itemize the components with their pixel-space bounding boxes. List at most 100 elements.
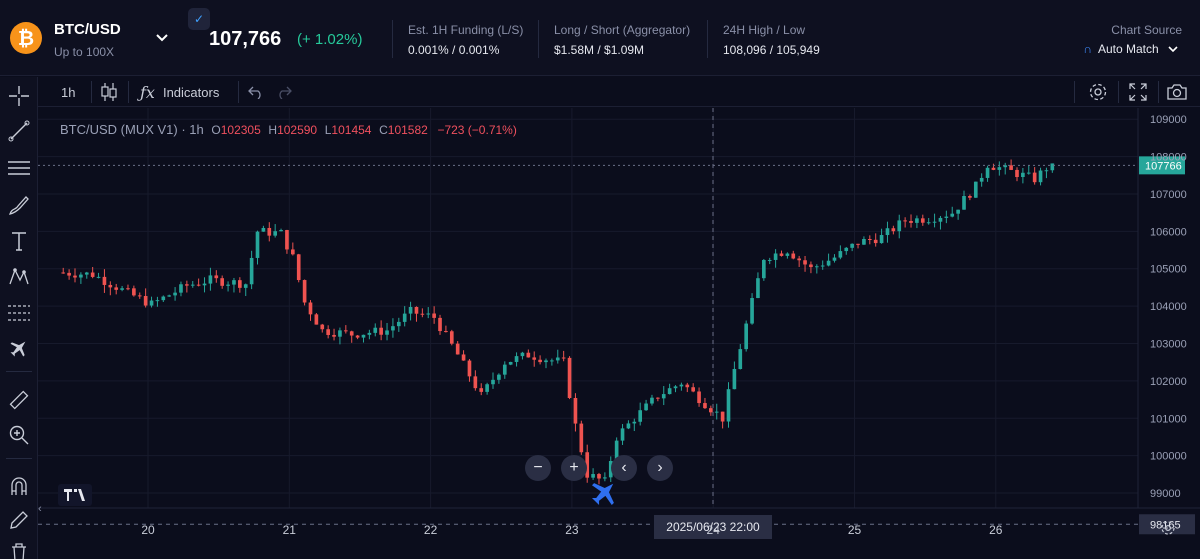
scroll-right-button[interactable]: › — [647, 455, 673, 481]
chevron-down-icon[interactable] — [156, 30, 168, 45]
candle-body — [597, 474, 601, 479]
zoom-out-button[interactable]: − — [525, 455, 551, 481]
candle-body — [373, 327, 378, 333]
chart-source-select[interactable]: ∩ Auto Match — [1083, 42, 1178, 56]
divider — [128, 81, 129, 103]
airplane-icon[interactable] — [6, 335, 32, 361]
crosshair-price-tag — [1139, 514, 1195, 535]
candle-body — [1015, 169, 1019, 178]
candle-body — [396, 321, 401, 327]
price-change: (+ 1.02%) — [297, 31, 363, 48]
candle-body — [249, 257, 254, 285]
oracle-logo-icon: ✓ — [188, 8, 210, 30]
chart-source-label: Chart Source — [1111, 23, 1182, 37]
pattern-icon[interactable] — [6, 264, 32, 290]
candle-body — [243, 284, 248, 288]
legend-high: 102590 — [277, 123, 318, 137]
candle-body — [444, 331, 448, 333]
indicators-button[interactable]: ƒx Indicators — [140, 81, 219, 103]
candle-body — [291, 249, 295, 255]
high-low-label: 24H High / Low — [723, 23, 806, 37]
candle-body — [809, 264, 813, 268]
candle-body — [1026, 172, 1031, 174]
candle-body — [814, 266, 819, 268]
legend-high-label: H — [268, 123, 278, 137]
ruler-icon[interactable] — [6, 387, 32, 413]
airplane-marker-icon[interactable] — [586, 478, 622, 513]
y-tick-label: 109000 — [1150, 114, 1187, 126]
candle-body — [355, 335, 360, 338]
candle-body — [455, 343, 460, 355]
legend-change: −723 (−0.71%) — [437, 123, 517, 137]
undo-icon[interactable] — [248, 81, 264, 103]
trend-line-icon[interactable] — [6, 118, 32, 144]
candle-type-icon[interactable] — [100, 81, 118, 103]
crosshair-time-label: 2025/06/23 22:00 — [666, 520, 760, 534]
pair-name[interactable]: BTC/USD — [54, 21, 121, 38]
candle-body — [320, 324, 325, 330]
horizontal-lines-icon[interactable] — [6, 155, 32, 181]
candle-body — [991, 167, 996, 170]
redo-icon[interactable] — [276, 81, 292, 103]
drawing-toolbar — [0, 77, 38, 559]
divider — [238, 81, 239, 103]
divider — [538, 20, 539, 58]
interval-button[interactable]: 1h — [61, 84, 76, 100]
bitcoin-icon: ₿ — [10, 22, 42, 54]
candle-body — [950, 213, 955, 217]
candle-body — [520, 352, 525, 357]
candle-body — [1038, 170, 1043, 183]
chart-canvas[interactable]: 107766 98165 2025/06/23 22:00 109000 108000… — [38, 108, 1200, 559]
candle-body — [897, 220, 902, 232]
candle-body — [285, 230, 289, 250]
trash-icon[interactable] — [6, 539, 32, 559]
chart-toolbar: 1h ƒx Indicators — [38, 77, 1200, 107]
candle-body — [126, 288, 130, 290]
candle-body — [650, 397, 654, 404]
candle-body — [408, 306, 413, 314]
candle-body — [673, 386, 678, 389]
candle-body — [426, 313, 431, 315]
axis-settings-icon[interactable] — [1160, 520, 1176, 541]
text-icon[interactable] — [6, 228, 32, 254]
candle-body — [190, 284, 195, 286]
settings-gear-icon[interactable] — [1088, 81, 1108, 103]
candle-body — [738, 349, 743, 370]
candle-body — [873, 239, 878, 244]
last-price: 107,766 — [209, 28, 282, 50]
last-price-tag — [1139, 156, 1185, 175]
camera-icon[interactable] — [1166, 81, 1188, 103]
funding-value: 0.001% / 0.001% — [408, 43, 500, 57]
x-tick-label: 22 — [424, 523, 438, 537]
candle-body — [202, 283, 207, 286]
x-tick-label: 25 — [848, 523, 862, 537]
divider — [6, 458, 32, 459]
candle-body — [867, 238, 872, 240]
candle-body — [767, 259, 772, 261]
candle-body — [173, 292, 177, 296]
magnet-icon[interactable] — [6, 473, 32, 499]
candle-body — [909, 220, 913, 223]
y-tick-label: 107000 — [1150, 189, 1187, 201]
candle-body — [714, 411, 719, 413]
candle-body — [985, 167, 990, 178]
zoom-in-icon[interactable] — [6, 422, 32, 448]
price-chart[interactable]: 107766 98165 2025/06/23 22:00 109000 108000… — [38, 108, 1200, 559]
brush-icon[interactable] — [6, 192, 32, 218]
collapse-arrow-icon[interactable]: ‹ — [38, 503, 42, 515]
scroll-left-button[interactable]: ‹ — [611, 455, 637, 481]
candle-body — [661, 394, 666, 399]
ohlc-legend: BTC/USD (MUX V1) · 1h O102305 H102590 L1… — [60, 122, 517, 137]
candle-body — [338, 330, 342, 337]
pencil-lock-icon[interactable] — [6, 507, 32, 533]
candle-body — [826, 260, 831, 266]
fullscreen-icon[interactable] — [1129, 81, 1147, 103]
crosshair-icon[interactable] — [6, 83, 32, 109]
divider — [1158, 81, 1159, 103]
zoom-in-button[interactable]: + — [561, 455, 587, 481]
fib-levels-icon[interactable] — [6, 300, 32, 326]
candle-body — [773, 253, 778, 260]
candle-body — [420, 313, 425, 315]
candle-body — [61, 272, 66, 274]
candle-body — [90, 272, 95, 277]
